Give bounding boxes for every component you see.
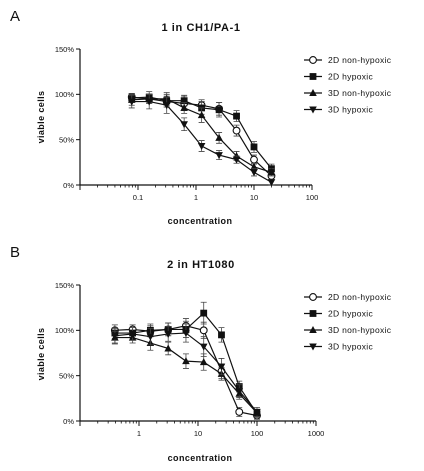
data-point	[233, 112, 240, 120]
x-tick-label: 10	[250, 193, 258, 202]
legend-label: 2D non-hypoxic	[328, 292, 392, 302]
data-point	[164, 344, 172, 352]
data-point	[232, 156, 241, 164]
legend-marker	[309, 326, 317, 333]
data-point	[146, 333, 155, 341]
legend-item: 2D hypoxic	[304, 309, 373, 319]
data-point	[128, 330, 137, 338]
chart-panel-b: B 2 in HT1080 viable cells concentration…	[10, 244, 392, 463]
data-point	[162, 102, 171, 110]
legend-item: 2D non-hypoxic	[304, 55, 392, 65]
data-point	[164, 330, 172, 338]
data-point	[215, 152, 223, 160]
legend-label: 3D non-hypoxic	[328, 325, 392, 335]
x-tick-label: 0.1	[133, 193, 143, 202]
x-tick-label: 1	[194, 193, 198, 202]
data-point	[180, 103, 188, 111]
data-point	[197, 143, 206, 151]
y-tick-label: 100%	[55, 326, 75, 335]
legend-item: 3D non-hypoxic	[304, 88, 392, 98]
chart-title: 1 in CH1/PA-1	[161, 22, 240, 34]
y-tick-label: 50%	[59, 135, 74, 144]
data-point	[250, 143, 258, 151]
data-point	[199, 343, 208, 351]
legend-label: 2D hypoxic	[328, 309, 373, 319]
chart-panel-a: A 1 in CH1/PA-1 viable cells concentrati…	[10, 8, 392, 226]
x-tick-label: 100	[251, 429, 264, 438]
legend-item: 3D hypoxic	[304, 342, 373, 352]
series-3d-non-hypoxic	[111, 330, 261, 417]
legend-marker	[309, 310, 317, 317]
x-tick-label: 100	[306, 193, 319, 202]
legend-label: 2D hypoxic	[328, 72, 373, 82]
data-point	[180, 121, 188, 129]
x-axis-label: concentration	[168, 216, 233, 226]
data-point	[182, 357, 190, 365]
data-point	[218, 331, 225, 339]
legend-item: 3D hypoxic	[304, 105, 373, 115]
legend-label: 3D hypoxic	[328, 105, 373, 115]
data-point	[199, 326, 208, 335]
x-tick-label: 1000	[308, 429, 325, 438]
legend-marker	[309, 89, 317, 96]
series-3d-hypoxic	[127, 93, 276, 187]
legend-marker	[309, 343, 317, 351]
legend-label: 3D hypoxic	[328, 342, 373, 352]
data-point	[250, 162, 258, 170]
data-point	[215, 106, 223, 114]
y-tick-label: 100%	[55, 90, 75, 99]
series-3d-hypoxic	[111, 323, 261, 417]
data-point	[197, 111, 206, 119]
data-point	[232, 126, 241, 135]
legend-item: 2D hypoxic	[304, 72, 373, 82]
x-tick-label: 10	[194, 429, 202, 438]
x-tick-label: 1	[137, 429, 141, 438]
y-axis-label: viable cells	[36, 328, 46, 381]
legend-marker	[309, 56, 317, 64]
y-tick-label: 0%	[63, 181, 74, 190]
data-point	[215, 133, 223, 141]
data-point	[200, 309, 208, 317]
axes: 0% 50% 100% 150% 1 10 100 1000	[55, 281, 325, 438]
chart-title: 2 in HT1080	[167, 259, 235, 271]
data-point	[253, 408, 261, 416]
data-point	[267, 179, 276, 187]
axes: 0% 50% 100% 150% 0.1 1 10 100	[55, 45, 318, 202]
data-point	[111, 332, 119, 340]
legend-label: 3D non-hypoxic	[328, 88, 392, 98]
data-point	[182, 330, 190, 338]
data-point	[127, 98, 136, 106]
legend-marker	[309, 293, 317, 301]
data-point	[217, 363, 226, 371]
data-point	[145, 98, 154, 106]
data-point	[180, 97, 188, 105]
data-point	[267, 168, 276, 176]
series-layer	[110, 301, 261, 420]
series-layer	[127, 91, 276, 187]
y-axis-label: viable cells	[36, 91, 46, 144]
data-point	[250, 155, 258, 164]
legend-label: 2D non-hypoxic	[328, 55, 392, 65]
y-tick-label: 0%	[63, 417, 74, 426]
y-tick-label: 150%	[55, 281, 75, 290]
x-axis-label: concentration	[168, 453, 233, 463]
legend-item: 2D non-hypoxic	[304, 292, 392, 302]
legend: 2D non-hypoxic 2D hypoxic 3D non-hypoxic 3D…	[304, 292, 392, 352]
series-line	[114, 332, 258, 413]
data-point	[235, 407, 244, 416]
panel-letter: A	[10, 8, 20, 25]
data-point	[235, 388, 244, 396]
legend-marker	[309, 106, 317, 114]
data-point	[199, 358, 208, 366]
legend-item: 3D non-hypoxic	[304, 325, 392, 335]
y-tick-label: 150%	[55, 45, 75, 54]
y-tick-label: 50%	[59, 371, 74, 380]
legend: 2D non-hypoxic 2D hypoxic 3D non-hypoxic 3D…	[304, 55, 392, 115]
data-point	[250, 169, 258, 177]
panel-letter: B	[10, 244, 20, 261]
legend-marker	[309, 73, 317, 80]
